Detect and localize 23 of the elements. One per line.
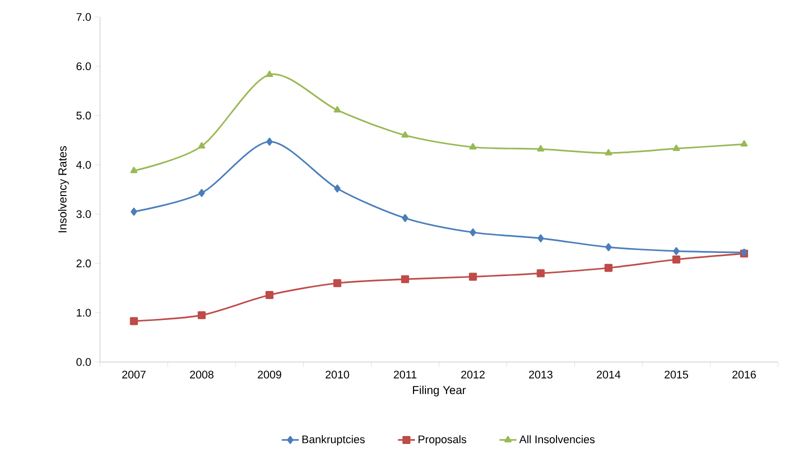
x-tick-label: 2016: [732, 370, 756, 378]
y-tick-label: 2.0: [76, 260, 91, 268]
x-tick-label: 2010: [326, 370, 350, 378]
y-tick-label: 7.0: [76, 13, 91, 21]
x-tick-label: 2007: [122, 370, 146, 378]
legend-label: All Insolvencies: [519, 435, 595, 444]
y-tick-label: 1.0: [76, 308, 91, 317]
x-tick-label: 2009: [258, 370, 282, 378]
x-tick-label: 2008: [190, 370, 214, 378]
x-axis-title: Filing Year: [412, 386, 466, 396]
legend-label: Proposals: [418, 435, 466, 446]
x-tick-label: 2014: [596, 370, 620, 378]
legend-label: Bankruptcies: [302, 435, 365, 446]
x-tick-label: 2013: [529, 370, 552, 378]
x-tick-label: 2011: [394, 370, 416, 378]
x-tick-label: 2015: [664, 370, 688, 378]
y-tick-label: 0.0: [76, 358, 91, 366]
y-axis-title: Insolvency Rates: [58, 146, 69, 232]
y-tick-label: 3.0: [76, 210, 91, 218]
y-tick-label: 5.0: [76, 112, 91, 120]
y-tick-label: 6.0: [76, 62, 91, 70]
x-tick-label: 2012: [461, 370, 485, 378]
y-tick-label: 4.0: [76, 160, 91, 169]
